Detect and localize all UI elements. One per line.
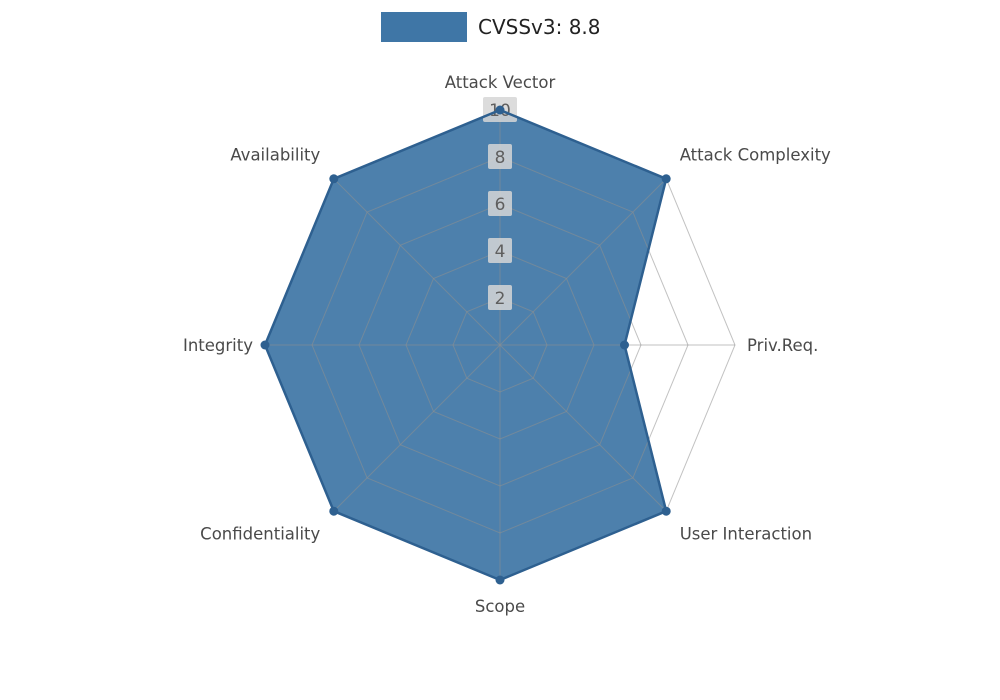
axis-label: Integrity <box>183 336 253 355</box>
tick-label: 4 <box>495 242 506 262</box>
axis-label: Scope <box>475 597 525 616</box>
chart-legend: CVSSv3: 8.8 <box>381 12 601 42</box>
radar-vertex <box>620 340 629 350</box>
axis-label: Attack Complexity <box>680 145 831 164</box>
axis-label: Confidentiality <box>200 525 320 544</box>
axis-line <box>499 344 667 512</box>
legend-label: CVSSv3: 8.8 <box>478 15 601 39</box>
axis-label: Attack Vector <box>445 73 556 92</box>
tick-label: 6 <box>495 195 506 215</box>
axis-label: Priv.Req. <box>747 336 818 355</box>
tick-label: 8 <box>495 148 506 168</box>
tick-box <box>488 285 512 310</box>
legend-swatch <box>381 12 467 42</box>
axis-line <box>499 178 667 346</box>
radar-vertex <box>661 506 671 516</box>
tick-label: 2 <box>495 289 506 309</box>
axis-line <box>333 178 501 346</box>
radar-vertex <box>495 575 505 585</box>
tick-box <box>488 191 512 216</box>
radar-vertex <box>661 174 671 184</box>
radar-vertex <box>260 340 270 350</box>
axis-label: User Interaction <box>680 525 812 544</box>
tick-box <box>488 144 512 169</box>
tick-box <box>488 238 512 263</box>
radar-vertex <box>329 174 339 184</box>
radar-vertex <box>495 105 505 115</box>
radar-vertex <box>329 506 339 516</box>
axis-line <box>333 344 501 512</box>
axis-label: Availability <box>230 145 320 164</box>
